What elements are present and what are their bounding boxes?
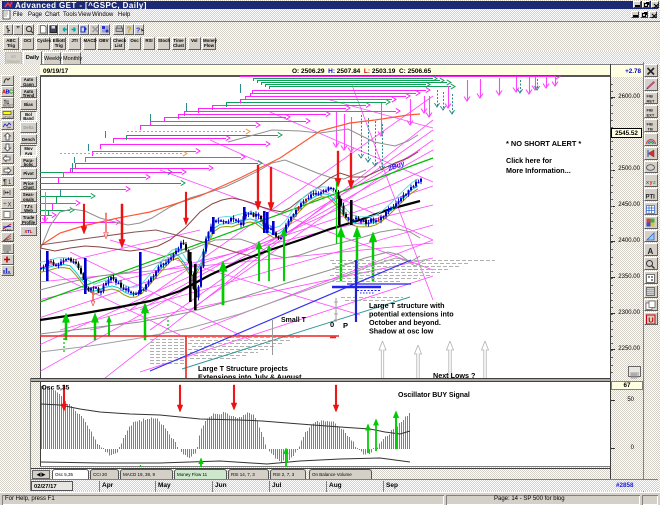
svg-text:z: z xyxy=(653,180,656,186)
svg-text:FIB: FIB xyxy=(647,107,654,112)
svg-text:October and beyond.: October and beyond. xyxy=(369,318,441,327)
svg-text:Extensions into July & August: Extensions into July & August xyxy=(198,373,302,382)
svg-text:Large T Structure projects: Large T Structure projects xyxy=(198,364,288,373)
svg-text:Oscillator BUY Signal: Oscillator BUY Signal xyxy=(398,392,470,399)
svg-text:PTI: PTI xyxy=(646,194,656,200)
svg-text:TB: TB xyxy=(648,126,653,131)
svg-text:X: X xyxy=(8,203,12,209)
svg-text:A: A xyxy=(2,90,6,96)
svg-text:RESET: RESET xyxy=(3,104,13,108)
svg-text:0: 0 xyxy=(330,320,334,329)
svg-text:Next Lows ?: Next Lows ? xyxy=(433,371,475,380)
svg-text:STUDY: STUDY xyxy=(3,115,13,119)
svg-text:FIB: FIB xyxy=(647,94,654,99)
svg-text:LINES: LINES xyxy=(3,227,11,230)
svg-text:y: y xyxy=(650,180,654,186)
svg-text:x: x xyxy=(646,180,650,186)
svg-text:A: A xyxy=(648,247,654,256)
svg-text:P: P xyxy=(343,321,348,330)
svg-text:U: U xyxy=(648,315,653,324)
svg-text:RET: RET xyxy=(647,99,656,104)
svg-text:More Information...: More Information... xyxy=(506,166,571,175)
svg-text:Small T: Small T xyxy=(281,317,307,324)
svg-text:potential extensions into: potential extensions into xyxy=(369,310,454,319)
svg-text:EXT: EXT xyxy=(647,112,655,117)
svg-text:Large T structure with: Large T structure with xyxy=(369,301,444,310)
svg-text:C: C xyxy=(9,90,13,96)
svg-text:”: ” xyxy=(16,25,20,34)
svg-text:Click here for: Click here for xyxy=(506,156,552,165)
svg-text:FIB: FIB xyxy=(647,121,654,126)
svg-text:* NO SHORT ALERT *: * NO SHORT ALERT * xyxy=(506,139,581,148)
svg-text:÷: ÷ xyxy=(3,202,7,209)
svg-text:¶: ¶ xyxy=(3,179,7,186)
svg-text:?: ? xyxy=(136,28,140,35)
svg-text:?: ? xyxy=(127,26,132,35)
svg-text:FIB: FIB xyxy=(5,250,9,253)
svg-text:1: 1 xyxy=(8,180,12,186)
svg-text:Shadow at osc low: Shadow at osc low xyxy=(369,327,434,336)
svg-text:B: B xyxy=(6,90,10,96)
svg-text:Osc 5,35: Osc 5,35 xyxy=(42,385,70,392)
svg-text:GANN: GANN xyxy=(5,239,13,242)
